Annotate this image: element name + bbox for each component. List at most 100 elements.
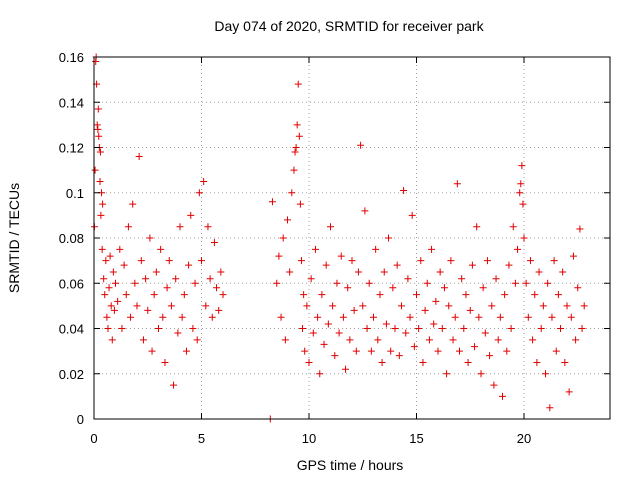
- data-point: [428, 245, 436, 253]
- data-point: [309, 329, 317, 337]
- data-point: [204, 223, 212, 231]
- data-point: [511, 279, 519, 287]
- data-point: [569, 252, 577, 260]
- data-point: [291, 148, 299, 156]
- data-point: [198, 257, 205, 265]
- data-point: [296, 200, 304, 208]
- data-point: [105, 284, 113, 292]
- data-point: [421, 306, 429, 314]
- data-point: [544, 279, 552, 287]
- data-point: [464, 358, 472, 366]
- data-point: [144, 306, 152, 314]
- data-point: [488, 302, 496, 310]
- data-point: [150, 291, 158, 299]
- data-point: [114, 297, 122, 305]
- data-point: [477, 370, 485, 378]
- data-point: [104, 325, 112, 332]
- data-point: [440, 284, 448, 292]
- data-point: [507, 325, 515, 332]
- data-point: [374, 336, 382, 344]
- x-tick-label: 0: [90, 431, 97, 446]
- data-point: [133, 302, 141, 310]
- data-point: [303, 302, 311, 310]
- data-point: [327, 223, 334, 231]
- data-point: [284, 216, 291, 224]
- data-point: [97, 211, 105, 219]
- data-point: [109, 268, 117, 276]
- y-tick-label: 0.12: [59, 141, 84, 156]
- data-point: [182, 347, 190, 355]
- data-point: [503, 347, 511, 355]
- data-point: [294, 80, 302, 88]
- data-point: [217, 268, 225, 276]
- data-point: [359, 302, 367, 310]
- data-point: [406, 313, 414, 321]
- data-point: [402, 329, 410, 337]
- data-point: [400, 186, 408, 194]
- data-point: [372, 245, 380, 253]
- data-point: [408, 211, 416, 219]
- gridlines: [94, 57, 610, 419]
- data-point: [554, 291, 562, 299]
- y-tick-label: 0.04: [59, 322, 84, 337]
- data-point: [135, 153, 143, 161]
- data-point: [430, 320, 438, 328]
- data-point: [413, 291, 420, 299]
- data-point: [393, 261, 401, 269]
- data-point: [539, 302, 547, 310]
- data-point: [215, 306, 223, 314]
- data-point: [314, 313, 322, 321]
- data-point: [118, 325, 126, 332]
- data-point: [519, 200, 527, 208]
- data-point: [578, 325, 586, 332]
- data-point: [106, 252, 114, 260]
- data-point: [307, 275, 315, 283]
- data-point: [348, 257, 356, 265]
- data-point: [152, 268, 160, 276]
- data-point: [453, 180, 461, 188]
- y-tick-label: 0.1: [66, 186, 84, 201]
- data-point: [98, 245, 106, 253]
- data-point: [159, 313, 167, 321]
- data-point: [311, 245, 319, 253]
- data-point: [415, 325, 423, 332]
- data-point: [533, 358, 541, 366]
- data-point: [167, 302, 175, 310]
- data-points: [90, 53, 588, 423]
- data-point: [382, 320, 390, 328]
- data-point: [288, 189, 296, 197]
- data-point: [210, 239, 218, 247]
- data-point: [172, 275, 180, 283]
- data-point: [436, 268, 444, 276]
- data-point: [337, 252, 345, 260]
- data-point: [352, 347, 360, 355]
- data-point: [490, 381, 498, 389]
- data-point: [447, 257, 455, 265]
- data-point: [333, 279, 341, 287]
- data-point: [397, 302, 405, 310]
- data-point: [378, 358, 386, 366]
- data-point: [468, 261, 476, 269]
- data-point: [376, 291, 384, 299]
- data-point: [112, 279, 119, 287]
- data-point: [423, 279, 431, 287]
- data-point: [520, 234, 528, 242]
- data-point: [563, 302, 571, 310]
- data-point: [561, 358, 569, 366]
- data-point: [462, 291, 470, 299]
- data-point: [548, 313, 556, 321]
- data-point: [324, 320, 332, 328]
- data-point: [361, 207, 369, 215]
- data-point: [559, 268, 567, 276]
- data-point: [567, 313, 575, 321]
- data-point: [535, 268, 543, 276]
- data-point: [176, 223, 184, 231]
- data-point: [131, 279, 139, 287]
- data-point: [187, 211, 195, 219]
- data-point: [155, 325, 162, 332]
- data-point: [277, 313, 285, 321]
- data-point: [305, 358, 313, 366]
- data-point: [108, 336, 116, 344]
- x-tick-label: 5: [198, 431, 205, 446]
- data-point: [96, 148, 104, 156]
